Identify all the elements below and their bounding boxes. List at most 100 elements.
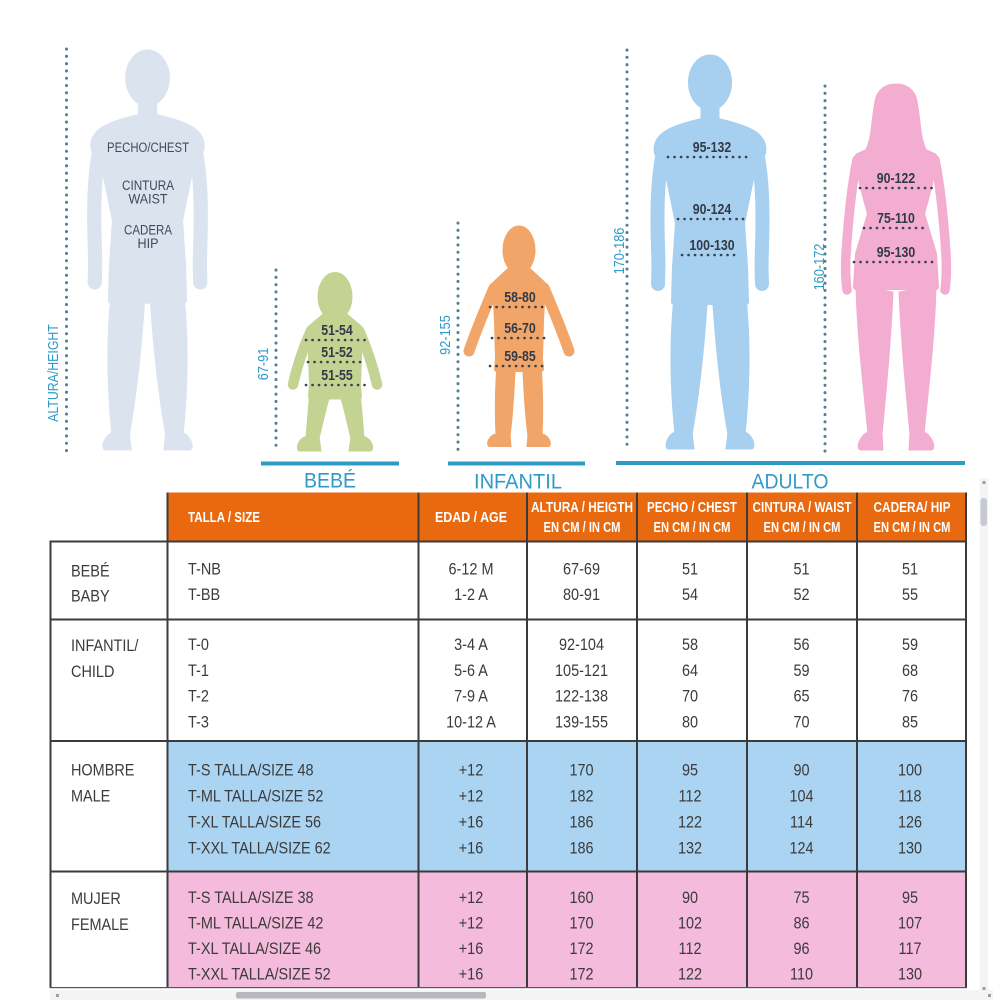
svg-text:T-2: T-2 xyxy=(188,687,209,706)
svg-text:51: 51 xyxy=(682,560,698,579)
svg-text:7-9 A: 7-9 A xyxy=(454,687,488,706)
svg-text:90-124: 90-124 xyxy=(693,202,731,218)
svg-text:TALLA / SIZE: TALLA / SIZE xyxy=(188,509,260,526)
svg-text:ALTURA/HEIGHT: ALTURA/HEIGHT xyxy=(46,324,62,422)
svg-text:75-110: 75-110 xyxy=(877,211,915,227)
svg-text:59-85: 59-85 xyxy=(504,349,536,365)
svg-text:95: 95 xyxy=(902,888,918,907)
svg-text:59: 59 xyxy=(902,635,918,654)
svg-text:100: 100 xyxy=(898,761,922,780)
svg-text:WAIST: WAIST xyxy=(129,192,168,207)
svg-text:95-132: 95-132 xyxy=(693,140,731,156)
svg-text:PECHO/CHEST: PECHO/CHEST xyxy=(107,140,189,155)
svg-text:90: 90 xyxy=(682,888,698,907)
svg-text:96: 96 xyxy=(793,939,809,958)
svg-text:107: 107 xyxy=(898,914,922,933)
svg-text:T-XL TALLA/SIZE 56: T-XL TALLA/SIZE 56 xyxy=(188,813,321,832)
svg-text:114: 114 xyxy=(790,813,813,832)
svg-text:172: 172 xyxy=(569,965,593,984)
svg-text:92-155: 92-155 xyxy=(437,315,454,355)
svg-text:117: 117 xyxy=(899,939,922,958)
svg-text:+16: +16 xyxy=(459,813,484,832)
svg-text:172: 172 xyxy=(569,939,593,958)
svg-text:CADERA/ HIP: CADERA/ HIP xyxy=(874,499,951,516)
svg-text:MALE: MALE xyxy=(71,787,110,806)
svg-text:75: 75 xyxy=(793,888,809,907)
svg-text:T-S TALLA/SIZE 48: T-S TALLA/SIZE 48 xyxy=(188,761,314,780)
svg-text:65: 65 xyxy=(793,687,809,706)
svg-text:HIP: HIP xyxy=(138,236,159,251)
svg-text:51-52: 51-52 xyxy=(321,345,353,361)
svg-text:122: 122 xyxy=(678,813,702,832)
svg-text:80-91: 80-91 xyxy=(563,585,600,604)
svg-text:T-NB: T-NB xyxy=(188,560,221,579)
svg-text:+16: +16 xyxy=(459,839,484,858)
svg-text:102: 102 xyxy=(678,914,702,933)
svg-text:90-122: 90-122 xyxy=(877,171,915,187)
svg-text:T-XL TALLA/SIZE 46: T-XL TALLA/SIZE 46 xyxy=(188,939,321,958)
svg-text:139-155: 139-155 xyxy=(555,712,608,731)
svg-text:58: 58 xyxy=(682,635,698,654)
svg-text:56: 56 xyxy=(793,635,809,654)
svg-text:+16: +16 xyxy=(459,965,484,984)
svg-text:T-BB: T-BB xyxy=(188,585,220,604)
svg-text:132: 132 xyxy=(678,839,702,858)
svg-text:100-130: 100-130 xyxy=(689,238,734,254)
svg-text:HOMBRE: HOMBRE xyxy=(71,761,134,780)
svg-text:51: 51 xyxy=(793,560,809,579)
svg-text:55: 55 xyxy=(902,585,918,604)
svg-text:186: 186 xyxy=(569,839,593,858)
svg-text:CINTURA / WAIST: CINTURA / WAIST xyxy=(753,499,852,516)
svg-text:67-91: 67-91 xyxy=(255,348,272,381)
svg-text:T-1: T-1 xyxy=(188,661,209,680)
svg-text:92-104: 92-104 xyxy=(559,635,604,654)
svg-text:EN CM / IN CM: EN CM / IN CM xyxy=(874,519,951,536)
svg-text:FEMALE: FEMALE xyxy=(71,915,129,934)
svg-text:86: 86 xyxy=(793,914,809,933)
svg-text:INFANTIL: INFANTIL xyxy=(474,470,562,493)
svg-text:BABY: BABY xyxy=(71,587,110,606)
svg-text:104: 104 xyxy=(789,787,813,806)
svg-text:130: 130 xyxy=(898,839,922,858)
svg-text:3-4 A: 3-4 A xyxy=(454,635,488,654)
svg-text:6-12 M: 6-12 M xyxy=(449,560,494,579)
svg-text:54: 54 xyxy=(682,585,698,604)
svg-text:T-S TALLA/SIZE 38: T-S TALLA/SIZE 38 xyxy=(188,888,314,907)
svg-text:67-69: 67-69 xyxy=(563,560,600,579)
svg-text:EN CM / IN CM: EN CM / IN CM xyxy=(544,519,621,536)
svg-text:160: 160 xyxy=(569,888,593,907)
svg-text:186: 186 xyxy=(569,813,593,832)
svg-text:105-121: 105-121 xyxy=(555,661,608,680)
svg-text:ADULTO: ADULTO xyxy=(752,470,829,493)
svg-text:T-ML TALLA/SIZE 52: T-ML TALLA/SIZE 52 xyxy=(188,787,323,806)
svg-text:CHILD: CHILD xyxy=(71,662,114,681)
svg-text:BEBÉ: BEBÉ xyxy=(304,469,356,492)
svg-text:EN CM / IN CM: EN CM / IN CM xyxy=(654,519,731,536)
svg-text:BEBÉ: BEBÉ xyxy=(71,562,110,581)
svg-text:170: 170 xyxy=(569,761,593,780)
svg-text:51: 51 xyxy=(902,560,918,579)
svg-text:170-186: 170-186 xyxy=(611,228,628,275)
svg-text:5-6 A: 5-6 A xyxy=(454,661,488,680)
svg-text:T-3: T-3 xyxy=(188,712,209,731)
svg-text:+12: +12 xyxy=(459,888,484,907)
svg-text:95-130: 95-130 xyxy=(877,245,915,261)
svg-text:EN CM / IN CM: EN CM / IN CM xyxy=(764,519,841,536)
svg-text:122: 122 xyxy=(678,965,702,984)
svg-text:CADERA: CADERA xyxy=(124,223,172,238)
svg-text:110: 110 xyxy=(790,965,813,984)
svg-text:85: 85 xyxy=(902,712,918,731)
svg-text:T-ML TALLA/SIZE 42: T-ML TALLA/SIZE 42 xyxy=(188,914,323,933)
svg-text:112: 112 xyxy=(679,939,702,958)
svg-text:+12: +12 xyxy=(459,914,484,933)
svg-text:130: 130 xyxy=(898,965,922,984)
svg-text:T-XXL TALLA/SIZE 52: T-XXL TALLA/SIZE 52 xyxy=(188,965,331,984)
svg-text:70: 70 xyxy=(793,712,809,731)
svg-text:59: 59 xyxy=(793,661,809,680)
svg-text:126: 126 xyxy=(898,813,922,832)
svg-text:51-55: 51-55 xyxy=(321,368,353,384)
svg-text:PECHO / CHEST: PECHO / CHEST xyxy=(647,499,737,516)
svg-text:76: 76 xyxy=(902,687,918,706)
svg-text:160-172: 160-172 xyxy=(811,244,828,291)
svg-text:118: 118 xyxy=(899,787,922,806)
